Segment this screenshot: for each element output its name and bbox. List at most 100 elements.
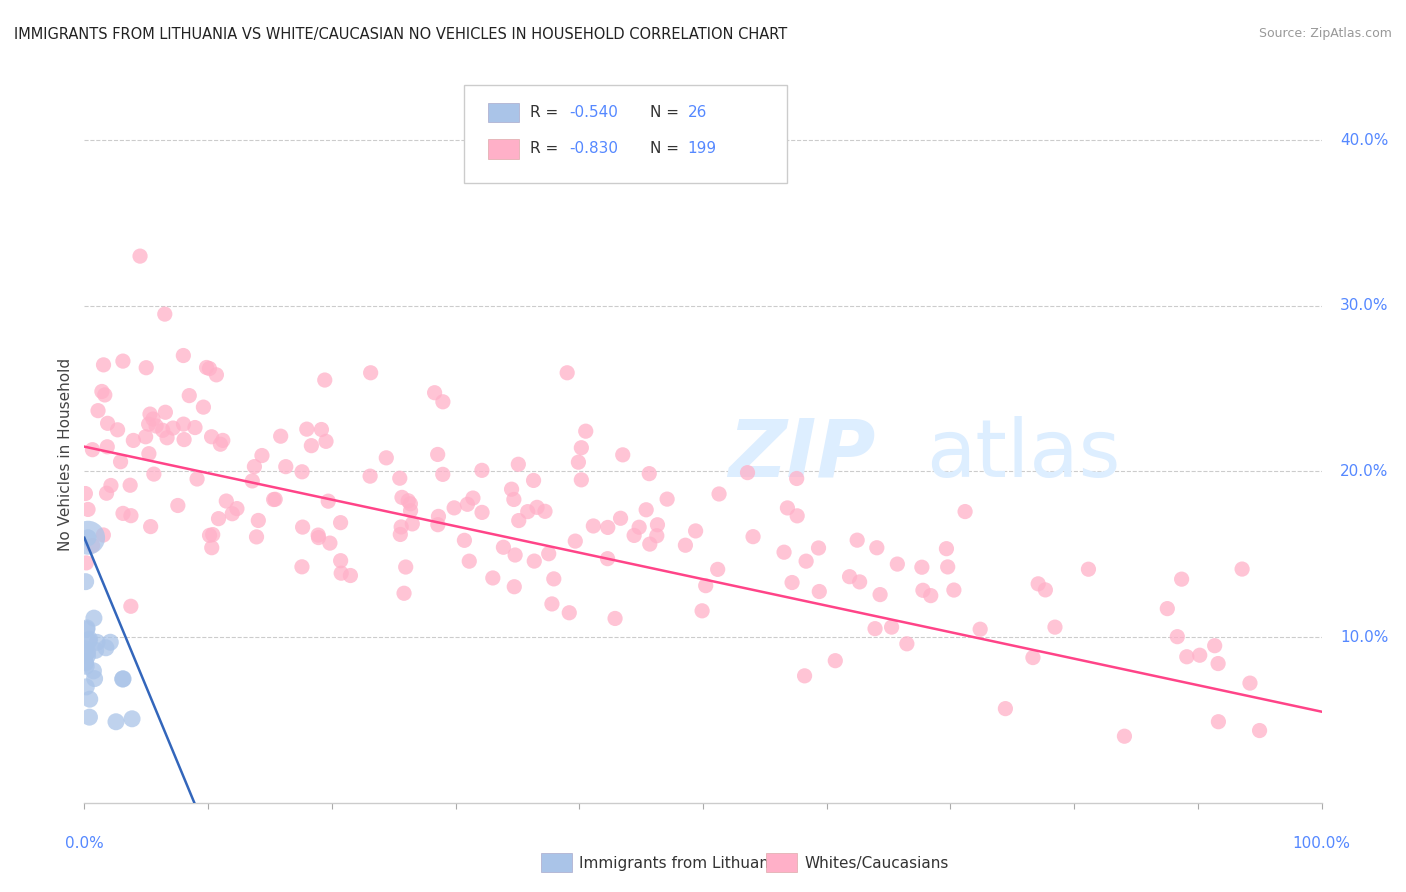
Text: IMMIGRANTS FROM LITHUANIA VS WHITE/CAUCASIAN NO VEHICLES IN HOUSEHOLD CORRELATIO: IMMIGRANTS FROM LITHUANIA VS WHITE/CAUCA…: [14, 27, 787, 42]
Point: [142, 467, 165, 481]
Point: [567, 455, 589, 469]
Point: [423, 385, 446, 400]
Point: [83, 611, 105, 625]
Point: [638, 467, 661, 481]
Point: [537, 547, 560, 561]
Point: [628, 520, 651, 534]
Point: [706, 562, 728, 576]
Point: [152, 423, 174, 437]
Point: [107, 423, 129, 437]
Point: [432, 467, 454, 482]
Point: [453, 533, 475, 548]
Text: -0.830: -0.830: [569, 142, 619, 156]
Point: [1204, 639, 1226, 653]
Point: [880, 620, 903, 634]
Text: 0.0%: 0.0%: [65, 836, 104, 851]
Point: [596, 520, 619, 534]
Point: [155, 405, 177, 419]
Point: [186, 472, 208, 486]
Point: [90, 384, 112, 399]
Point: [609, 511, 631, 525]
Point: [291, 520, 314, 534]
Point: [75, 656, 97, 670]
Point: [786, 508, 808, 523]
Point: [596, 551, 619, 566]
Point: [96, 440, 118, 454]
Point: [391, 491, 413, 505]
Point: [690, 604, 713, 618]
Point: [153, 307, 176, 321]
Point: [523, 554, 546, 568]
Point: [516, 505, 538, 519]
Point: [82, 664, 104, 678]
Point: [330, 566, 353, 581]
Point: [360, 366, 382, 380]
Point: [612, 448, 634, 462]
Point: [1166, 630, 1188, 644]
Point: [307, 528, 329, 542]
Point: [209, 437, 232, 451]
Point: [319, 536, 342, 550]
Point: [184, 420, 207, 434]
Point: [245, 530, 267, 544]
Point: [502, 492, 524, 507]
Point: [1208, 714, 1230, 729]
Point: [75, 659, 97, 673]
Point: [359, 469, 381, 483]
Point: [316, 494, 339, 508]
Point: [100, 478, 122, 492]
Point: [503, 580, 526, 594]
Text: -0.540: -0.540: [569, 105, 619, 120]
Point: [243, 459, 266, 474]
Text: 199: 199: [688, 142, 717, 156]
Point: [135, 430, 157, 444]
Point: [603, 611, 626, 625]
Point: [1077, 562, 1099, 576]
Point: [458, 554, 481, 568]
Text: ZIP: ZIP: [728, 416, 875, 494]
Point: [73, 655, 96, 669]
Point: [201, 527, 224, 541]
Point: [508, 457, 530, 471]
Point: [942, 582, 965, 597]
Point: [427, 509, 450, 524]
Point: [1026, 577, 1049, 591]
Point: [1175, 649, 1198, 664]
Point: [299, 439, 322, 453]
Point: [471, 463, 494, 477]
Point: [291, 465, 314, 479]
Point: [75, 556, 97, 570]
Point: [737, 466, 759, 480]
Text: R =: R =: [530, 142, 564, 156]
Point: [443, 500, 465, 515]
Point: [112, 672, 135, 686]
Point: [471, 505, 494, 519]
Point: [156, 431, 179, 445]
Point: [1170, 572, 1192, 586]
Point: [82, 442, 104, 457]
Point: [389, 527, 412, 541]
Point: [824, 654, 846, 668]
Point: [773, 545, 796, 559]
Point: [399, 497, 422, 511]
Point: [76, 623, 98, 637]
Text: 40.0%: 40.0%: [1340, 133, 1389, 148]
Point: [780, 575, 803, 590]
Point: [1206, 657, 1229, 671]
Point: [920, 589, 942, 603]
Text: 30.0%: 30.0%: [1340, 298, 1389, 313]
Text: Immigrants from Lithuania: Immigrants from Lithuania: [579, 856, 783, 871]
Point: [508, 514, 530, 528]
Point: [173, 433, 195, 447]
Point: [329, 554, 352, 568]
Point: [456, 497, 478, 511]
Point: [569, 441, 592, 455]
Point: [179, 389, 201, 403]
Point: [120, 478, 142, 492]
Point: [93, 358, 115, 372]
Point: [543, 572, 565, 586]
Point: [953, 505, 976, 519]
Point: [866, 541, 889, 555]
Point: [215, 494, 238, 508]
Point: [522, 474, 544, 488]
